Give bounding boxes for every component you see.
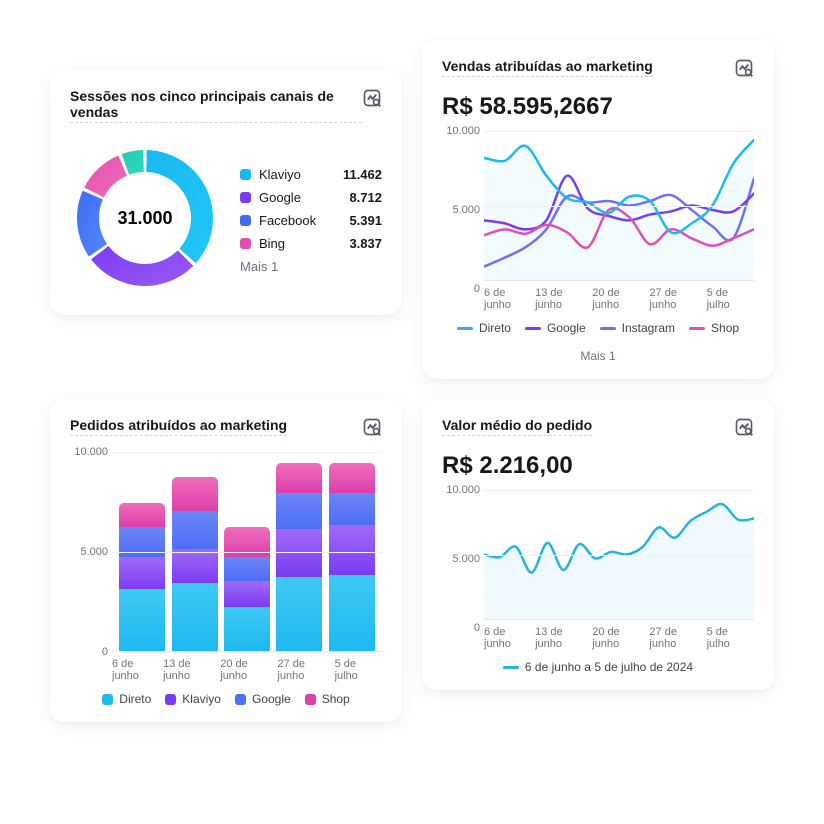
orders-card: Pedidos atribuídos ao marketing 10.0005.… [50, 399, 402, 722]
legend-row: Google8.712 [240, 186, 382, 209]
legend-row: Klaviyo11.462 [240, 163, 382, 186]
legend-item: Shop [305, 692, 350, 706]
bar-column [276, 463, 322, 651]
bar-column [329, 463, 375, 651]
avg-card: Valor médio do pedido R$ 2.216,00 10.000… [422, 399, 774, 690]
avg-area-chart [484, 490, 754, 620]
legend-item: 6 de junho a 5 de julho de 2024 [503, 660, 693, 674]
avg-legend: 6 de junho a 5 de julho de 2024 [442, 660, 754, 674]
legend-item: Klaviyo [165, 692, 221, 706]
sales-card: Vendas atribuídas ao marketing R$ 58.595… [422, 40, 774, 379]
expand-chart-icon[interactable] [362, 417, 382, 442]
avg-title: Valor médio do pedido [442, 417, 592, 436]
sessions-title: Sessões nos cinco principais canais de v… [70, 88, 362, 123]
legend-item: Google [235, 692, 291, 706]
sessions-card: Sessões nos cinco principais canais de v… [50, 70, 402, 315]
bar-column [119, 503, 165, 651]
sessions-legend: Klaviyo11.462Google8.712Facebook5.391Bin… [240, 163, 382, 274]
legend-more[interactable]: Mais 1 [580, 349, 615, 363]
sales-legend: Direto Google Instagram Shop Mais 1 [442, 321, 754, 363]
bar-column [172, 477, 218, 651]
sessions-donut: 31.000 [70, 143, 220, 293]
legend-item: Instagram [600, 321, 675, 335]
bar-column [224, 527, 270, 651]
orders-title: Pedidos atribuídos ao marketing [70, 417, 287, 436]
expand-chart-icon[interactable] [734, 58, 754, 83]
sales-value: R$ 58.595,2667 [442, 93, 754, 121]
legend-row: Facebook5.391 [240, 209, 382, 232]
legend-item: Direto [457, 321, 511, 335]
expand-chart-icon[interactable] [362, 88, 382, 113]
expand-chart-icon[interactable] [734, 417, 754, 442]
sessions-total: 31.000 [117, 208, 172, 228]
legend-item: Google [525, 321, 586, 335]
sales-line-chart [484, 131, 754, 281]
orders-legend: Direto Klaviyo Google Shop [70, 692, 382, 706]
legend-item: Direto [102, 692, 151, 706]
avg-value: R$ 2.216,00 [442, 452, 754, 480]
orders-bar-chart [112, 452, 382, 652]
legend-more[interactable]: Mais 1 [240, 255, 382, 274]
legend-item: Shop [689, 321, 739, 335]
legend-row: Bing3.837 [240, 232, 382, 255]
sales-title: Vendas atribuídas ao marketing [442, 58, 653, 77]
